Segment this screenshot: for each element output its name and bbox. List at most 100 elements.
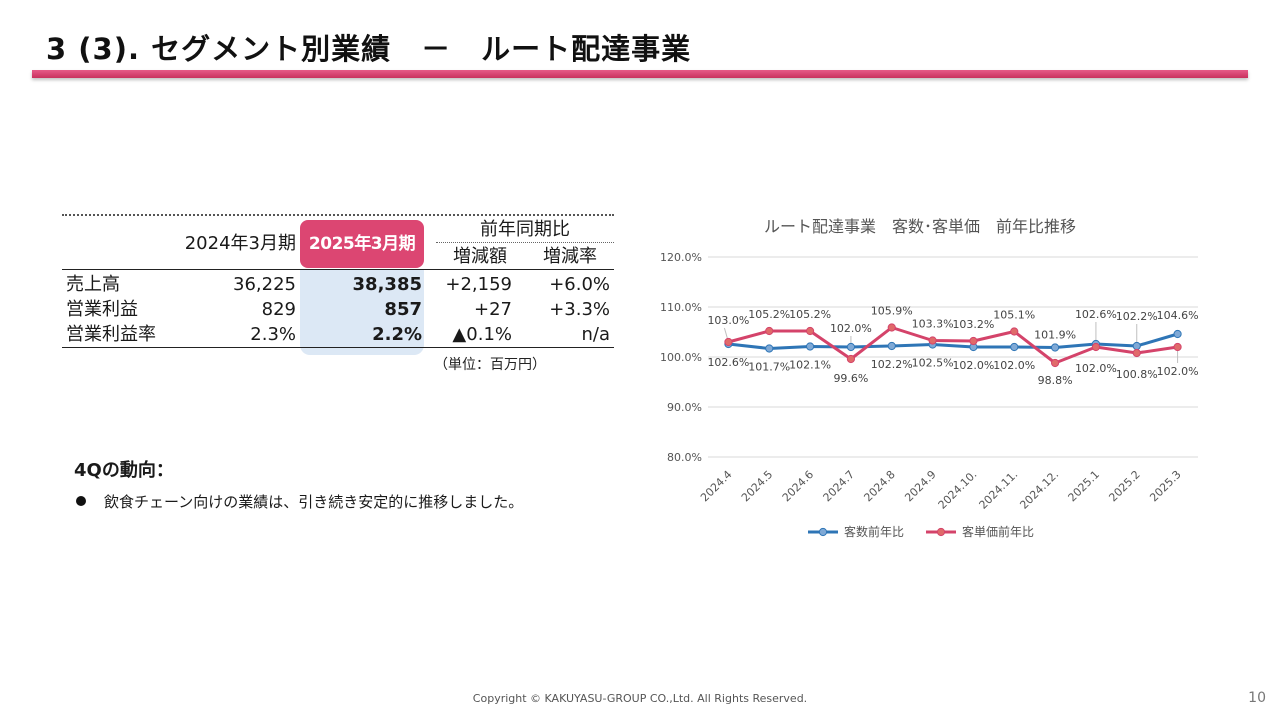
page-title: 3 (3). セグメント別業績 － ルート配達事業 <box>46 32 692 66</box>
data-labels: 102.6%101.7%102.1%102.0%102.2%102.5%102.… <box>707 305 1198 388</box>
y-tick-label: 100.0% <box>660 351 702 364</box>
unit-note: （単位：百万円） <box>434 357 546 373</box>
data-point <box>765 326 774 336</box>
segment-table: 2025年3月期 2024年3月期 前年同期比 増減額 増減率 売上高 36,2… <box>62 214 614 359</box>
legend-marker <box>818 527 828 537</box>
y-tick-label: 90.0% <box>667 401 702 414</box>
x-tick-label: 2024.4 <box>698 468 734 504</box>
title-divider <box>32 70 1248 78</box>
y-tick-label: 120.0% <box>660 251 702 264</box>
x-tick-label: 2024.7 <box>821 468 857 504</box>
copyright: Copyright © KAKUYASU-GROUP CO.,Ltd. All … <box>472 692 808 705</box>
table-top-rule <box>62 214 614 216</box>
x-tick-label: 2024.6 <box>780 468 816 504</box>
data-point <box>887 341 896 351</box>
x-tick-label: 2025.1 <box>1066 468 1102 504</box>
row-sales-diff: +2,159 <box>445 274 512 295</box>
data-label: 102.0% <box>1157 365 1199 378</box>
row-op-profit-current: 857 <box>384 299 422 320</box>
data-label: 101.7% <box>748 361 790 374</box>
trend-bullet-text: 飲食チェーン向けの業績は、引き続き安定的に推移しました。 <box>104 493 524 511</box>
row-op-margin-current: 2.2% <box>372 324 422 345</box>
data-label: 105.1% <box>993 309 1035 322</box>
row-op-profit-rate: +3.3% <box>549 299 610 320</box>
row-sales-rate: +6.0% <box>549 274 610 295</box>
series-line-1 <box>728 332 1179 350</box>
legend-label: 客単価前年比 <box>962 524 1034 539</box>
series-line-2 <box>728 326 1178 365</box>
row-label-sales: 売上高 <box>66 274 120 295</box>
data-point <box>1050 358 1060 368</box>
page-number: 10 <box>1248 690 1266 706</box>
data-point <box>805 326 815 336</box>
data-point <box>765 344 774 353</box>
data-point <box>1132 341 1141 351</box>
legend-label: 客数前年比 <box>844 524 904 539</box>
x-tick-label: 2024.12. <box>1017 468 1061 512</box>
data-point <box>1091 342 1101 352</box>
data-label: 102.6% <box>707 356 749 369</box>
data-label: 102.0% <box>993 359 1035 372</box>
trend-bullet: 飲食チェーン向けの業績は、引き続き安定的に推移しました。 <box>76 491 523 512</box>
legend-marker <box>936 527 946 537</box>
y-tick-label: 110.0% <box>660 301 702 314</box>
data-label: 103.0% <box>707 314 749 327</box>
data-point <box>1173 342 1182 352</box>
x-tick-label: 2025.3 <box>1147 468 1183 504</box>
current-year-header: 2025年3月期 <box>300 220 424 268</box>
data-point <box>887 323 896 332</box>
data-label: 102.1% <box>789 359 831 372</box>
row-op-margin-diff: ▲0.1% <box>452 324 512 345</box>
data-point <box>846 354 856 364</box>
chart-legend: 客数前年比 客単価前年比 <box>808 524 1034 539</box>
table-bottom-rule <box>62 347 614 348</box>
data-point <box>928 336 937 345</box>
yoy-trend-chart: ルート配達事業 客数･客単価 前年比推移 80.0% 90.0% 100.0% 110… <box>660 217 1199 539</box>
x-tick-label: 2025.2 <box>1106 468 1142 504</box>
data-point <box>1010 327 1019 336</box>
data-label: 102.6% <box>1075 308 1117 321</box>
chart-grid <box>708 256 1198 458</box>
data-label: 98.8% <box>1038 374 1073 387</box>
table-header-rule <box>62 269 614 270</box>
data-label: 102.2% <box>871 358 913 371</box>
row-label-op-margin: 営業利益率 <box>66 324 156 345</box>
data-label: 103.2% <box>952 318 994 331</box>
data-label: 99.6% <box>833 372 868 385</box>
data-label: 105.2% <box>748 308 790 321</box>
row-op-margin-rate: n/a <box>581 324 610 345</box>
data-point <box>969 336 978 346</box>
y-tick-label: 80.0% <box>667 451 702 464</box>
current-year-highlight <box>300 269 424 355</box>
rate-header: 増減率 <box>543 246 597 267</box>
row-op-margin-prev: 2.3% <box>250 324 296 345</box>
diff-header: 増減額 <box>453 246 507 267</box>
data-label: 102.2% <box>1116 310 1158 323</box>
x-tick-label: 2024.5 <box>739 468 775 504</box>
bullet-dot-icon <box>76 496 86 506</box>
x-tick-label: 2024.10. <box>936 468 980 512</box>
trend-title: 4Qの動向： <box>74 460 174 481</box>
data-point <box>1010 342 1019 352</box>
x-tick-label: 2024.9 <box>902 468 938 504</box>
row-op-profit-diff: +27 <box>474 299 512 320</box>
data-point <box>1050 343 1060 352</box>
data-label: 104.6% <box>1157 309 1199 322</box>
data-label: 105.9% <box>871 305 913 318</box>
row-label-op-profit: 営業利益 <box>66 299 138 320</box>
chart-title: ルート配達事業 客数･客単価 前年比推移 <box>764 217 1076 236</box>
series-points <box>724 323 1182 368</box>
x-axis-ticks: 2024.4 2024.5 2024.6 2024.7 2024.8 2024.92024… <box>698 468 1184 512</box>
row-sales-prev: 36,225 <box>233 274 296 295</box>
data-point <box>846 342 856 352</box>
data-point <box>1132 348 1141 358</box>
row-sales-current: 38,385 <box>352 274 422 295</box>
data-label: 103.3% <box>912 318 954 331</box>
data-label: 102.0% <box>952 359 994 372</box>
data-point <box>805 342 815 351</box>
data-label: 102.0% <box>830 322 872 335</box>
x-tick-label: 2024.8 <box>861 468 897 504</box>
y-axis-ticks: 80.0% 90.0% 100.0% 110.0% 120.0% <box>660 251 702 464</box>
row-op-profit-prev: 829 <box>261 299 296 320</box>
data-label: 100.8% <box>1116 368 1158 381</box>
